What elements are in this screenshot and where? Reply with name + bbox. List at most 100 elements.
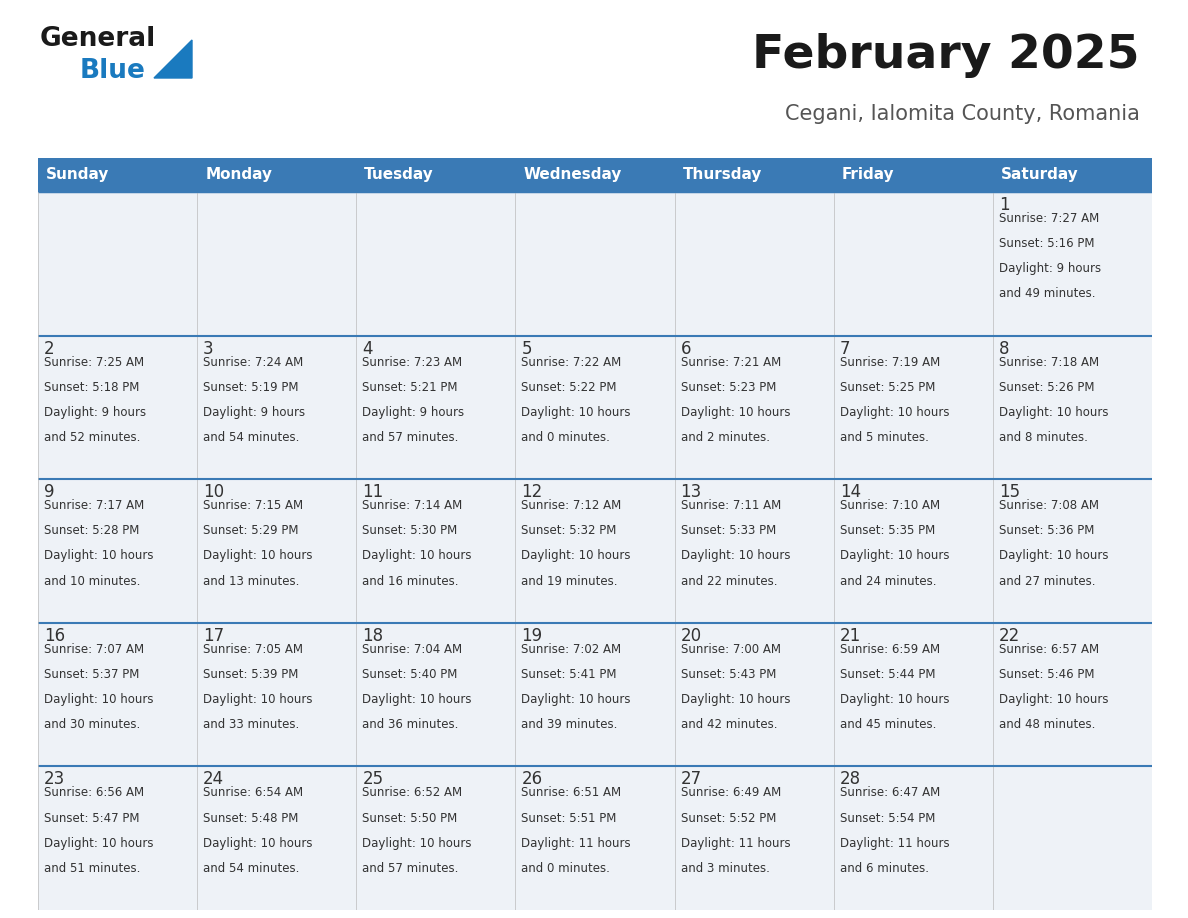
Text: Daylight: 10 hours: Daylight: 10 hours bbox=[203, 550, 312, 563]
Text: and 16 minutes.: and 16 minutes. bbox=[362, 575, 459, 588]
Text: Sunrise: 7:02 AM: Sunrise: 7:02 AM bbox=[522, 643, 621, 655]
Text: Sunset: 5:22 PM: Sunset: 5:22 PM bbox=[522, 381, 617, 394]
Bar bbox=[38, 479, 197, 622]
Text: Daylight: 10 hours: Daylight: 10 hours bbox=[999, 550, 1108, 563]
Bar bbox=[993, 767, 1152, 910]
Bar bbox=[993, 622, 1152, 767]
Text: Saturday: Saturday bbox=[1000, 167, 1079, 183]
Text: 2: 2 bbox=[44, 340, 55, 358]
Text: Sunrise: 6:57 AM: Sunrise: 6:57 AM bbox=[999, 643, 1099, 655]
Text: Sunset: 5:32 PM: Sunset: 5:32 PM bbox=[522, 524, 617, 537]
Text: Sunrise: 7:18 AM: Sunrise: 7:18 AM bbox=[999, 355, 1099, 369]
Bar bbox=[834, 192, 993, 336]
Text: Sunset: 5:16 PM: Sunset: 5:16 PM bbox=[999, 237, 1094, 250]
Text: and 24 minutes.: and 24 minutes. bbox=[840, 575, 936, 588]
Text: Daylight: 10 hours: Daylight: 10 hours bbox=[44, 693, 153, 706]
Text: 10: 10 bbox=[203, 483, 225, 501]
Text: 24: 24 bbox=[203, 770, 225, 789]
Text: 4: 4 bbox=[362, 340, 373, 358]
Text: Sunrise: 6:52 AM: Sunrise: 6:52 AM bbox=[362, 787, 462, 800]
Text: Daylight: 11 hours: Daylight: 11 hours bbox=[681, 836, 790, 850]
Text: Sunset: 5:23 PM: Sunset: 5:23 PM bbox=[681, 381, 776, 394]
Text: Sunset: 5:25 PM: Sunset: 5:25 PM bbox=[840, 381, 935, 394]
Bar bbox=[197, 622, 356, 767]
Text: 25: 25 bbox=[362, 770, 384, 789]
Text: Sunset: 5:48 PM: Sunset: 5:48 PM bbox=[203, 812, 298, 824]
Text: Wednesday: Wednesday bbox=[524, 167, 621, 183]
Text: 3: 3 bbox=[203, 340, 214, 358]
Text: and 0 minutes.: and 0 minutes. bbox=[522, 431, 611, 444]
Text: Sunrise: 7:15 AM: Sunrise: 7:15 AM bbox=[203, 499, 303, 512]
Text: Sunset: 5:35 PM: Sunset: 5:35 PM bbox=[840, 524, 935, 537]
Text: Sunset: 5:28 PM: Sunset: 5:28 PM bbox=[44, 524, 139, 537]
Text: Sunrise: 7:23 AM: Sunrise: 7:23 AM bbox=[362, 355, 462, 369]
Text: Daylight: 9 hours: Daylight: 9 hours bbox=[999, 263, 1101, 275]
Text: Daylight: 11 hours: Daylight: 11 hours bbox=[522, 836, 631, 850]
Text: and 8 minutes.: and 8 minutes. bbox=[999, 431, 1088, 444]
Text: Daylight: 10 hours: Daylight: 10 hours bbox=[999, 406, 1108, 419]
Bar bbox=[356, 336, 516, 479]
Text: 8: 8 bbox=[999, 340, 1010, 358]
Text: Sunset: 5:47 PM: Sunset: 5:47 PM bbox=[44, 812, 139, 824]
Bar bbox=[197, 479, 356, 622]
Text: Sunrise: 6:59 AM: Sunrise: 6:59 AM bbox=[840, 643, 940, 655]
Text: Sunset: 5:39 PM: Sunset: 5:39 PM bbox=[203, 668, 298, 681]
Text: Sunset: 5:46 PM: Sunset: 5:46 PM bbox=[999, 668, 1094, 681]
Text: Sunrise: 7:07 AM: Sunrise: 7:07 AM bbox=[44, 643, 144, 655]
Text: and 48 minutes.: and 48 minutes. bbox=[999, 718, 1095, 732]
Text: Daylight: 10 hours: Daylight: 10 hours bbox=[522, 693, 631, 706]
Text: and 57 minutes.: and 57 minutes. bbox=[362, 862, 459, 875]
Text: Daylight: 10 hours: Daylight: 10 hours bbox=[681, 693, 790, 706]
Text: Daylight: 10 hours: Daylight: 10 hours bbox=[203, 836, 312, 850]
Text: Sunday: Sunday bbox=[46, 167, 109, 183]
Text: 22: 22 bbox=[999, 627, 1020, 644]
Text: Daylight: 9 hours: Daylight: 9 hours bbox=[362, 406, 465, 419]
Bar bbox=[356, 192, 516, 336]
Text: Sunrise: 7:19 AM: Sunrise: 7:19 AM bbox=[840, 355, 940, 369]
Text: Daylight: 10 hours: Daylight: 10 hours bbox=[362, 550, 472, 563]
Bar bbox=[356, 767, 516, 910]
Text: Sunrise: 7:25 AM: Sunrise: 7:25 AM bbox=[44, 355, 144, 369]
Text: 7: 7 bbox=[840, 340, 851, 358]
Bar bbox=[516, 767, 675, 910]
Text: Sunset: 5:43 PM: Sunset: 5:43 PM bbox=[681, 668, 776, 681]
Bar bbox=[516, 622, 675, 767]
Text: and 51 minutes.: and 51 minutes. bbox=[44, 862, 140, 875]
Text: and 5 minutes.: and 5 minutes. bbox=[840, 431, 929, 444]
Text: Sunrise: 6:56 AM: Sunrise: 6:56 AM bbox=[44, 787, 144, 800]
Bar bbox=[356, 622, 516, 767]
Bar bbox=[197, 767, 356, 910]
Text: Sunset: 5:33 PM: Sunset: 5:33 PM bbox=[681, 524, 776, 537]
Text: 12: 12 bbox=[522, 483, 543, 501]
Text: Daylight: 10 hours: Daylight: 10 hours bbox=[203, 693, 312, 706]
Text: and 54 minutes.: and 54 minutes. bbox=[203, 862, 299, 875]
Text: Sunrise: 7:08 AM: Sunrise: 7:08 AM bbox=[999, 499, 1099, 512]
Text: Daylight: 10 hours: Daylight: 10 hours bbox=[522, 406, 631, 419]
Bar bbox=[516, 479, 675, 622]
Text: and 36 minutes.: and 36 minutes. bbox=[362, 718, 459, 732]
Text: 26: 26 bbox=[522, 770, 543, 789]
Bar bbox=[38, 622, 197, 767]
Text: Daylight: 10 hours: Daylight: 10 hours bbox=[840, 406, 949, 419]
Bar bbox=[993, 158, 1152, 192]
Text: Sunset: 5:37 PM: Sunset: 5:37 PM bbox=[44, 668, 139, 681]
Bar bbox=[834, 622, 993, 767]
Text: Daylight: 10 hours: Daylight: 10 hours bbox=[681, 550, 790, 563]
Text: Sunrise: 6:54 AM: Sunrise: 6:54 AM bbox=[203, 787, 303, 800]
Text: 27: 27 bbox=[681, 770, 702, 789]
Text: and 57 minutes.: and 57 minutes. bbox=[362, 431, 459, 444]
Text: Sunrise: 7:10 AM: Sunrise: 7:10 AM bbox=[840, 499, 940, 512]
Text: and 45 minutes.: and 45 minutes. bbox=[840, 718, 936, 732]
Bar bbox=[675, 479, 834, 622]
Text: Thursday: Thursday bbox=[683, 167, 762, 183]
Text: and 0 minutes.: and 0 minutes. bbox=[522, 862, 611, 875]
Text: Daylight: 10 hours: Daylight: 10 hours bbox=[840, 550, 949, 563]
Text: Sunset: 5:18 PM: Sunset: 5:18 PM bbox=[44, 381, 139, 394]
Text: 11: 11 bbox=[362, 483, 384, 501]
Text: Daylight: 10 hours: Daylight: 10 hours bbox=[362, 693, 472, 706]
Text: 19: 19 bbox=[522, 627, 543, 644]
Bar bbox=[834, 479, 993, 622]
Text: General: General bbox=[40, 26, 157, 52]
Bar bbox=[834, 158, 993, 192]
Text: Sunrise: 7:21 AM: Sunrise: 7:21 AM bbox=[681, 355, 781, 369]
